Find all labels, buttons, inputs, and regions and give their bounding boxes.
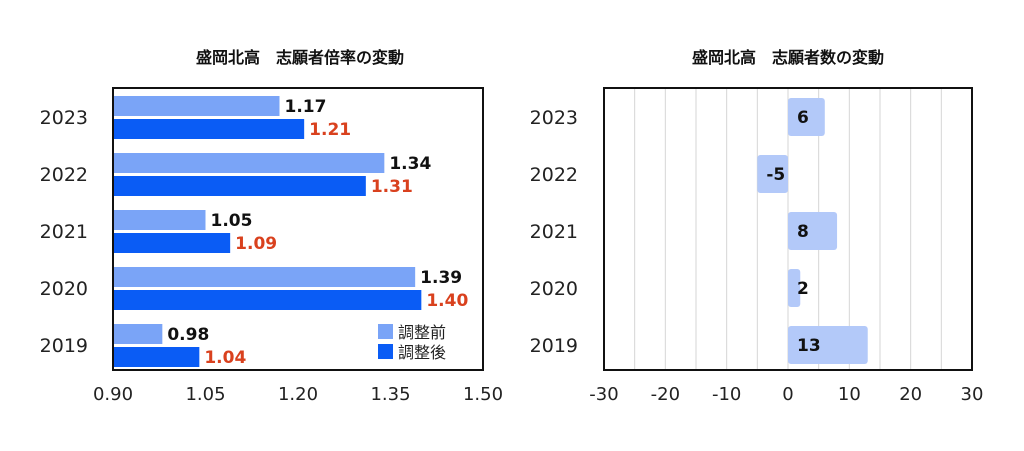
right-bars: 6 -5 8 2 13	[757, 98, 868, 364]
x-tick-0.90: 0.90	[93, 384, 133, 405]
data-label-count-2023: 6	[797, 108, 809, 128]
x-tick-30: 30	[961, 384, 984, 405]
x-tick--30: -30	[589, 384, 618, 405]
category-label-2023: 2023	[530, 107, 578, 129]
right-plot-frame	[603, 87, 973, 371]
bar-count-2022	[757, 155, 788, 193]
x-tick--20: -20	[651, 384, 680, 405]
bar-before-2020	[113, 267, 416, 287]
right-chart-title: 盛岡北高 志願者数の変動	[692, 48, 884, 67]
data-label-count-2021: 8	[797, 222, 809, 242]
x-tick-1.05: 1.05	[185, 384, 225, 405]
bar-before-2022	[113, 153, 385, 173]
left-legend: 調整前 調整後	[378, 323, 446, 362]
data-label-after-2023: 1.21	[309, 120, 351, 140]
left-chart-title: 盛岡北高 志願者倍率の変動	[196, 48, 404, 67]
data-label-after-2021: 1.09	[235, 234, 277, 254]
legend-swatch-after	[378, 344, 393, 359]
x-tick-0: 0	[782, 384, 793, 405]
left-plot-frame	[112, 87, 484, 371]
category-label-2019: 2019	[40, 335, 88, 357]
data-label-after-2022: 1.31	[371, 177, 413, 197]
data-label-after-2019: 1.04	[204, 348, 246, 368]
bar-after-2021	[113, 233, 231, 253]
x-tick-10: 10	[838, 384, 861, 405]
category-label-2019: 2019	[530, 335, 578, 357]
category-label-2022: 2022	[530, 164, 578, 186]
category-label-2021: 2021	[530, 221, 578, 243]
category-label-2020: 2020	[40, 278, 88, 300]
data-label-before-2020: 1.39	[420, 268, 462, 288]
left-category-labels: 2023 2022 2021 2020 2019	[40, 107, 88, 357]
bar-count-2020	[788, 269, 801, 307]
x-tick-20: 20	[899, 384, 922, 405]
data-label-before-2019: 0.98	[167, 325, 209, 345]
bar-after-2019	[113, 347, 200, 367]
category-label-2022: 2022	[40, 164, 88, 186]
bar-count-2019	[788, 326, 868, 364]
legend-swatch-before	[378, 324, 393, 339]
data-label-count-2020: 2	[797, 279, 809, 299]
data-label-after-2020: 1.40	[426, 291, 468, 311]
category-label-2021: 2021	[40, 221, 88, 243]
category-label-2023: 2023	[40, 107, 88, 129]
bar-after-2022	[113, 176, 366, 196]
legend-label-after: 調整後	[398, 343, 446, 362]
left-x-axis-ticks: 0.90 1.05 1.20 1.35 1.50	[93, 384, 503, 405]
x-tick-1.20: 1.20	[278, 384, 318, 405]
bar-before-2021	[113, 210, 206, 230]
bar-count-2021	[788, 212, 838, 250]
bar-count-2023	[788, 98, 825, 136]
category-label-2020: 2020	[530, 278, 578, 300]
bar-before-2023	[113, 96, 280, 116]
data-label-count-2022: -5	[766, 165, 785, 185]
data-label-count-2019: 13	[797, 336, 821, 356]
bar-before-2019	[113, 324, 163, 344]
data-label-before-2022: 1.34	[389, 154, 431, 174]
data-label-before-2021: 1.05	[211, 211, 253, 231]
bar-after-2020	[113, 290, 422, 310]
x-tick-1.35: 1.35	[370, 384, 410, 405]
right-category-labels: 2023 2022 2021 2020 2019	[530, 107, 578, 357]
left-bars: 1.17 1.21 1.34 1.31 1.05 1.09 1.39 1.40 0.98 1.04	[113, 96, 468, 368]
x-tick-1.50: 1.50	[463, 384, 503, 405]
right-x-axis-ticks: -30 -20 -10 0 10 20 30	[589, 384, 983, 405]
bar-after-2023	[113, 119, 305, 139]
x-tick--10: -10	[712, 384, 741, 405]
legend-label-before: 調整前	[398, 323, 446, 342]
left-chart: 盛岡北高 志願者倍率の変動 1.171.211.341.311.051.091.…	[40, 48, 503, 405]
data-label-before-2023: 1.17	[285, 97, 327, 117]
